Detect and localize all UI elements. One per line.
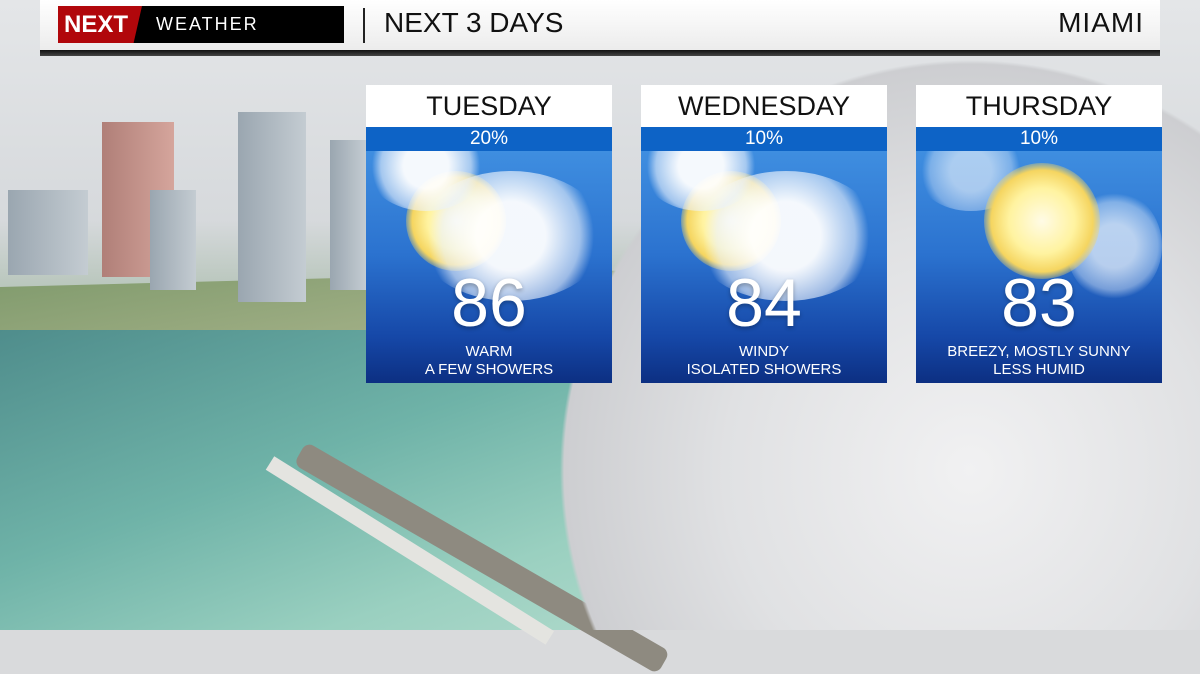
- header-underline: [40, 50, 1160, 56]
- day-name: WEDNESDAY: [641, 85, 887, 127]
- high-temp: 84: [726, 265, 802, 341]
- mostly-sunny-icon: 83 BREEZY, MOSTLY SUNNY LESS HUMID: [916, 151, 1162, 383]
- header-divider: [363, 8, 365, 43]
- forecast-line2: LESS HUMID: [993, 361, 1085, 378]
- high-temp: 86: [451, 265, 527, 341]
- day-name: TUESDAY: [366, 85, 612, 127]
- logo-weather: WEATHER: [156, 14, 259, 34]
- day-name: THURSDAY: [916, 85, 1162, 127]
- forecast-line1: BREEZY, MOSTLY SUNNY: [947, 343, 1131, 360]
- partly-cloudy-icon: 84 WINDY ISOLATED SHOWERS: [641, 151, 887, 383]
- forecast-line1: WARM: [465, 343, 513, 360]
- rain-chance: 10%: [916, 127, 1162, 151]
- high-temp: 83: [1001, 265, 1077, 341]
- rain-chance: 20%: [366, 127, 612, 151]
- forecast-card-thursday: THURSDAY 10% 83 BREEZY, MOSTLY SUNNY LESS…: [916, 85, 1162, 383]
- next-weather-logo: NEXT WEATHER: [58, 6, 344, 43]
- forecast-card-wednesday: WEDNESDAY 10% 84 WINDY ISOLATED SHOWERS: [641, 85, 887, 383]
- page-title: NEXT 3 DAYS: [384, 7, 564, 38]
- partly-cloudy-icon: 86 WARM A FEW SHOWERS: [366, 151, 612, 383]
- location-label: MIAMI: [1058, 7, 1144, 38]
- forecast-line2: A FEW SHOWERS: [424, 361, 554, 378]
- forecast-card-tuesday: TUESDAY 20% 86 WARM A FEW SHOWERS: [366, 85, 612, 383]
- forecast-line1: WINDY: [739, 343, 789, 360]
- forecast-line2: ISOLATED SHOWERS: [686, 361, 842, 378]
- rain-chance: 10%: [641, 127, 887, 151]
- logo-next: NEXT: [58, 6, 142, 43]
